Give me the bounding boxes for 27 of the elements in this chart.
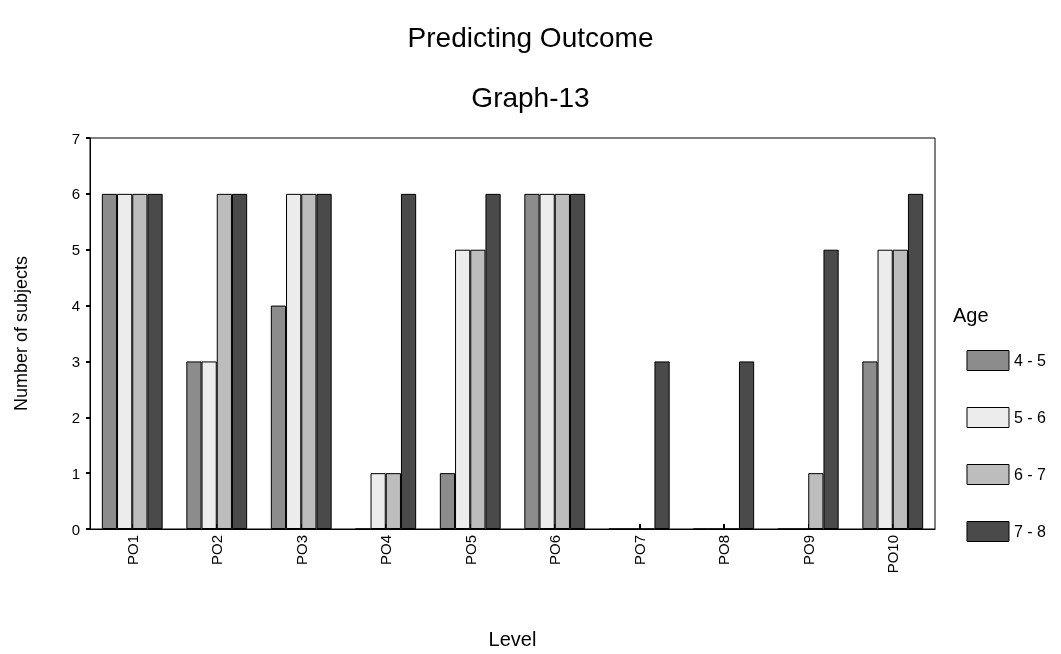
y-tick-label: 4 (71, 297, 80, 315)
x-axis-title: Level (488, 628, 537, 650)
legend-label: 5 - 6 (1013, 409, 1047, 426)
y-tick-label: 0 (71, 520, 80, 538)
legend-label: 4 - 5 (1013, 352, 1047, 369)
x-tick-label: PO7 (630, 535, 648, 566)
x-tick-label: PO1 (123, 535, 141, 566)
y-tick-label: 1 (71, 464, 80, 482)
y-tick-label: 3 (71, 352, 80, 370)
x-tick-label: PO2 (208, 535, 226, 566)
x-tick-label: PO3 (292, 535, 310, 566)
y-axis-title: Number of subjects (11, 255, 31, 412)
x-tick-label: PO6 (546, 535, 564, 566)
legend-label: 6 - 7 (1013, 466, 1047, 483)
y-tick-label: 5 (71, 241, 80, 259)
x-tick-label: PO5 (461, 535, 479, 566)
y-tick-label: 7 (71, 129, 80, 147)
y-tick-label: 6 (71, 185, 80, 203)
legend-title: Age (953, 304, 989, 326)
y-tick-label: 2 (71, 408, 80, 426)
x-tick-label: PO9 (799, 535, 817, 566)
chart-title: Predicting Outcome (407, 21, 654, 53)
x-tick-label: PO10 (884, 535, 902, 574)
legend-label: 7 - 8 (1013, 523, 1047, 540)
chart-subtitle: Graph-13 (471, 81, 590, 113)
x-tick-label: PO8 (715, 535, 733, 566)
x-tick-label: PO4 (377, 535, 395, 566)
